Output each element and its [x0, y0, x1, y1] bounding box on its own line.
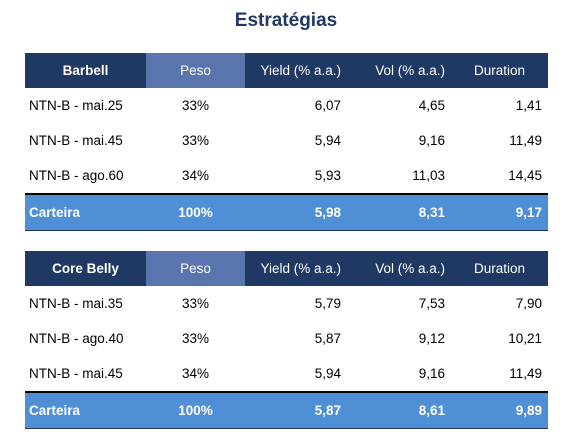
total-vol-cell: 8,31 — [347, 193, 451, 231]
total-duration-cell: 9,89 — [451, 391, 548, 429]
total-yield-cell: 5,87 — [245, 391, 347, 429]
vol-cell: 9,12 — [418, 331, 445, 346]
total-yield-cell: 5,98 — [245, 193, 347, 231]
bond-name-cell: NTN-B - mai.35 — [29, 296, 123, 311]
total-label-cell: Carteira — [25, 193, 146, 231]
total-vol-cell: 8,61 — [347, 391, 451, 429]
peso-cell: 33% — [181, 331, 210, 346]
peso-cell: 34% — [181, 366, 210, 381]
yield-cell: 5,93 — [314, 168, 341, 183]
total-row: Carteira 100% 5,98 8,31 9,17 — [25, 193, 548, 231]
table-header-row: Barbell Peso Yield (% a.a.) Vol (% a.a.)… — [25, 53, 548, 88]
vol-column-header: Vol (% a.a.) — [347, 251, 451, 286]
yield-cell: 5,79 — [314, 296, 341, 311]
vol-cell: 4,65 — [418, 98, 445, 113]
yield-cell: 5,87 — [314, 331, 341, 346]
peso-cell: 33% — [181, 98, 210, 113]
total-peso-cell: 100% — [146, 193, 245, 231]
yield-column-header: Yield (% a.a.) — [245, 53, 347, 88]
strategy-name-header: Barbell — [25, 53, 146, 88]
peso-column-header: Peso — [146, 53, 245, 88]
bond-name-cell: NTN-B - mai.45 — [29, 366, 123, 381]
bond-name-cell: NTN-B - ago.60 — [29, 168, 124, 183]
yield-cell: 5,94 — [314, 366, 341, 381]
table-row: NTN-B - mai.35 33% 5,79 7,53 7,90 — [25, 286, 548, 321]
page-title: Estratégias — [234, 10, 338, 31]
strategy-name-header: Core Belly — [25, 251, 146, 286]
duration-cell: 11,49 — [509, 366, 542, 381]
table-row: NTN-B - mai.25 33% 6,07 4,65 1,41 — [25, 88, 548, 123]
table-header-row: Core Belly Peso Yield (% a.a.) Vol (% a.… — [25, 251, 548, 286]
yield-cell: 6,07 — [314, 98, 341, 113]
peso-column-header: Peso — [146, 251, 245, 286]
peso-cell: 33% — [181, 296, 210, 311]
bond-name-cell: NTN-B - ago.40 — [29, 331, 124, 346]
total-duration-cell: 9,17 — [451, 193, 548, 231]
bond-name-cell: NTN-B - mai.45 — [29, 133, 123, 148]
duration-cell: 1,41 — [515, 98, 542, 113]
total-row: Carteira 100% 5,87 8,61 9,89 — [25, 391, 548, 429]
table-row: NTN-B - ago.40 33% 5,87 9,12 10,21 — [25, 321, 548, 356]
duration-column-header: Duration — [451, 53, 548, 88]
vol-cell: 11,03 — [412, 168, 445, 183]
vol-column-header: Vol (% a.a.) — [347, 53, 451, 88]
table-row: NTN-B - mai.45 34% 5,94 9,16 11,49 — [25, 356, 548, 392]
strategy-table-core-belly: Core Belly Peso Yield (% a.a.) Vol (% a.… — [25, 251, 548, 429]
vol-cell: 9,16 — [418, 366, 445, 381]
duration-cell: 11,49 — [509, 133, 542, 148]
vol-cell: 9,16 — [418, 133, 445, 148]
total-peso-cell: 100% — [146, 391, 245, 429]
vol-cell: 7,53 — [418, 296, 445, 311]
table-row: NTN-B - mai.45 33% 5,94 9,16 11,49 — [25, 123, 548, 158]
duration-column-header: Duration — [451, 251, 548, 286]
duration-cell: 10,21 — [508, 331, 542, 346]
strategy-table-barbell: Barbell Peso Yield (% a.a.) Vol (% a.a.)… — [25, 53, 548, 231]
peso-cell: 33% — [181, 133, 210, 148]
total-label-cell: Carteira — [25, 391, 146, 429]
yield-cell: 5,94 — [314, 133, 341, 148]
duration-cell: 14,45 — [508, 168, 542, 183]
duration-cell: 7,90 — [515, 296, 542, 311]
bond-name-cell: NTN-B - mai.25 — [29, 98, 123, 113]
table-row: NTN-B - ago.60 34% 5,93 11,03 14,45 — [25, 158, 548, 194]
yield-column-header: Yield (% a.a.) — [245, 251, 347, 286]
peso-cell: 34% — [181, 168, 210, 183]
